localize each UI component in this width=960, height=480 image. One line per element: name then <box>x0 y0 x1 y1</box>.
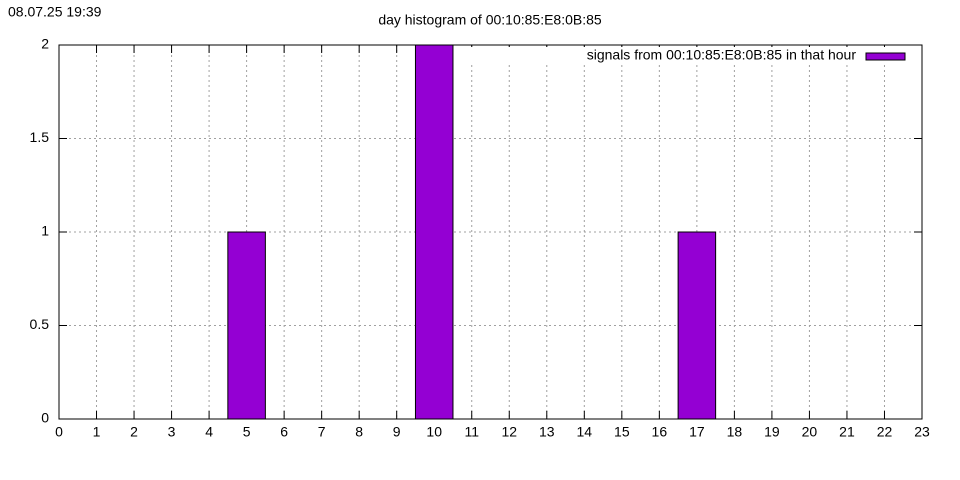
x-tick-label: 2 <box>130 424 138 440</box>
x-tick-label: 8 <box>355 424 363 440</box>
x-tick-label: 4 <box>205 424 213 440</box>
x-tick-label: 3 <box>168 424 176 440</box>
x-tick-label: 6 <box>280 424 288 440</box>
x-tick-label: 18 <box>727 424 743 440</box>
x-tick-label: 1 <box>93 424 101 440</box>
y-tick-label: 1.5 <box>30 129 50 145</box>
legend-background <box>470 47 915 65</box>
x-tick-label: 9 <box>393 424 401 440</box>
chart-title: day histogram of 00:10:85:E8:0B:85 <box>378 12 602 28</box>
bar <box>227 231 266 420</box>
plot-border <box>58 44 923 420</box>
legend-label: signals from 00:10:85:E8:0B:85 in that h… <box>587 47 857 63</box>
x-tick-label: 16 <box>652 424 668 440</box>
x-tick-label: 22 <box>877 424 893 440</box>
x-tick-label: 19 <box>764 424 780 440</box>
y-tick-label: 0 <box>41 410 49 426</box>
y-tick-label: 2 <box>41 36 49 52</box>
x-tick-label: 11 <box>464 424 479 440</box>
x-tick-label: 0 <box>55 424 63 440</box>
x-tick-label: 21 <box>839 424 855 440</box>
x-tick-label: 7 <box>318 424 326 440</box>
timestamp: 08.07.25 19:39 <box>8 4 102 20</box>
y-tick-label: 1 <box>41 223 49 239</box>
y-tick-label: 0.5 <box>30 316 50 332</box>
x-tick-label: 20 <box>802 424 818 440</box>
bar <box>677 231 717 420</box>
bar <box>414 44 454 420</box>
legend-swatch <box>865 52 906 61</box>
legend: signals from 00:10:85:E8:0B:85 in that h… <box>470 47 915 65</box>
x-tick-label: 17 <box>689 424 705 440</box>
x-tick-label: 15 <box>614 424 630 440</box>
x-tick-label: 12 <box>501 424 517 440</box>
x-tick-label: 13 <box>539 424 555 440</box>
x-tick-label: 10 <box>426 424 442 440</box>
x-tick-label: 5 <box>243 424 251 440</box>
x-tick-label: 23 <box>914 424 930 440</box>
x-tick-label: 14 <box>577 424 593 440</box>
